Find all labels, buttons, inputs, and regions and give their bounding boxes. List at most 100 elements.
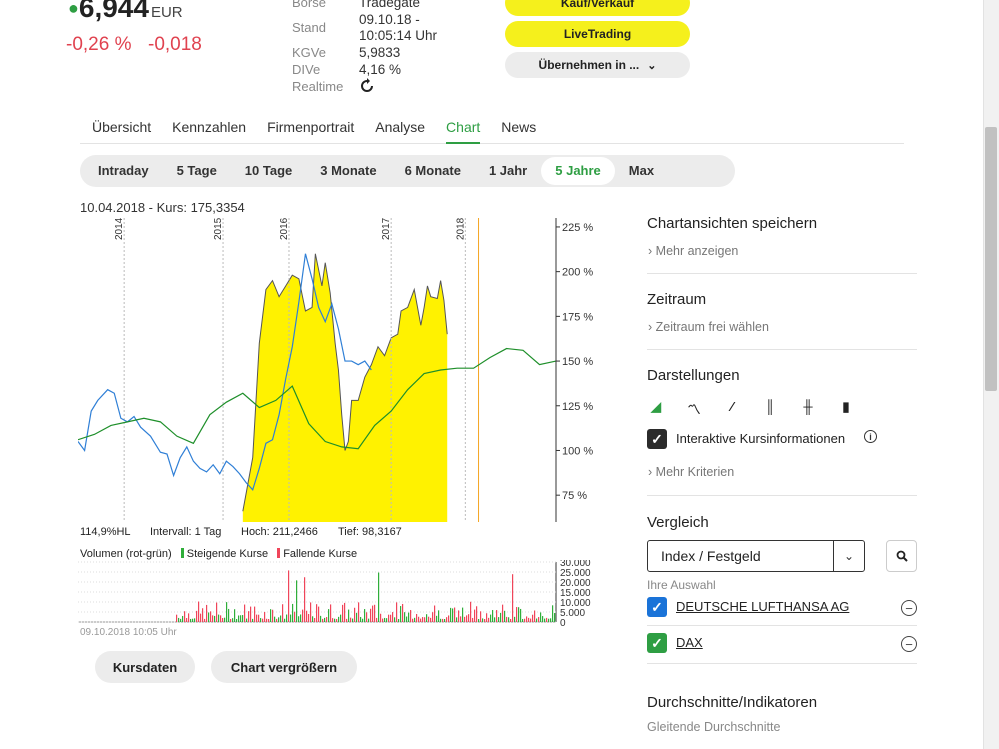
volume-bar xyxy=(448,615,450,622)
range-5-jahre[interactable]: 5 Jahre xyxy=(541,157,615,185)
volume-bar xyxy=(294,611,296,622)
volume-bar xyxy=(426,614,428,622)
volume-bar xyxy=(406,616,408,622)
time-value: 10:05:14 Uhr xyxy=(359,28,438,43)
y-tick-label: 125 % xyxy=(562,401,593,413)
volume-bar xyxy=(418,616,420,622)
volume-bar xyxy=(388,614,390,622)
volume-bar xyxy=(440,618,442,622)
candlestick-icon[interactable]: ▮ xyxy=(842,399,850,414)
remove-icon[interactable]: − xyxy=(901,636,917,652)
volume-bar xyxy=(290,614,292,622)
more-criteria-link[interactable]: › Mehr Kriterien xyxy=(648,465,734,479)
falling-label: Fallende Kurse xyxy=(283,548,358,560)
volume-bar xyxy=(250,606,252,622)
volume-bar xyxy=(314,618,316,622)
area-chart-icon[interactable]: ◢ xyxy=(651,399,661,414)
volume-bar xyxy=(434,605,436,622)
tab-analyse[interactable]: Analyse xyxy=(375,119,426,135)
volume-bar xyxy=(450,607,452,622)
y-tick-label: 175 % xyxy=(562,311,593,323)
tab--bersicht[interactable]: Übersicht xyxy=(92,119,152,135)
tab-firmenportrait[interactable]: Firmenportrait xyxy=(267,119,355,135)
volume-bar xyxy=(230,618,232,622)
date-value: 09.10.18 - xyxy=(359,12,420,27)
year-label: 2014 xyxy=(114,217,125,240)
volume-bar xyxy=(360,616,362,622)
volume-bar xyxy=(304,577,306,622)
volume-bar xyxy=(248,611,250,622)
y-tick-label: 75 % xyxy=(562,490,587,502)
range-6-monate[interactable]: 6 Monate xyxy=(404,163,461,178)
volume-bar xyxy=(222,617,224,622)
volume-bar xyxy=(532,614,534,622)
volume-bar xyxy=(536,618,538,622)
selection-lufthansa[interactable]: DEUTSCHE LUFTHANSA AG xyxy=(676,599,850,614)
volume-bar xyxy=(188,613,190,622)
take-over-button[interactable]: Übernehmen in ... ⌄ xyxy=(505,52,690,78)
volume-bar xyxy=(478,618,480,622)
info-icon[interactable]: i xyxy=(864,430,877,443)
live-trading-button[interactable]: LiveTrading xyxy=(505,21,690,47)
range-3-monate[interactable]: 3 Monate xyxy=(320,163,377,178)
kursdaten-button[interactable]: Kursdaten xyxy=(95,651,195,683)
volume-bar xyxy=(550,618,552,622)
volume-bar xyxy=(484,618,486,622)
range-intraday[interactable]: Intraday xyxy=(98,163,149,178)
volume-bar xyxy=(530,618,532,622)
volume-bar xyxy=(390,614,392,622)
volume-bar xyxy=(546,617,548,622)
status-dot-icon: ● xyxy=(68,0,79,18)
volume-bar xyxy=(302,609,304,622)
dax-checkbox[interactable]: ✓ xyxy=(647,633,667,653)
averages-title: Durchschnitte/Indikatoren xyxy=(647,694,818,711)
volume-bar xyxy=(404,612,406,622)
volume-bar xyxy=(412,618,414,622)
volume-bar xyxy=(526,616,528,622)
price-chart[interactable]: 2014 2015 2016 2017 2018 225 % 200 % 175 % 150 %… xyxy=(78,214,608,524)
range-5-tage[interactable]: 5 Tage xyxy=(176,163,217,178)
range-10-tage[interactable]: 10 Tage xyxy=(244,163,293,178)
range-1-jahr[interactable]: 1 Jahr xyxy=(488,163,528,178)
tab-kennzahlen[interactable]: Kennzahlen xyxy=(172,119,247,135)
line-chart-icon[interactable]: 〽 xyxy=(687,402,701,417)
lufthansa-checkbox[interactable]: ✓ xyxy=(647,597,667,617)
period-link[interactable]: › Zeitraum frei wählen xyxy=(648,320,769,334)
volume-bar xyxy=(402,603,404,622)
refresh-icon[interactable] xyxy=(359,78,375,99)
buy-sell-button[interactable]: Kauf/Verkauf xyxy=(505,0,690,16)
volume-bar xyxy=(246,618,248,622)
ohlc-icon[interactable]: ╫ xyxy=(803,399,813,414)
scrollbar-thumb[interactable] xyxy=(985,127,997,391)
volume-bar xyxy=(244,604,246,622)
volume-bar xyxy=(204,618,206,622)
volume-bar xyxy=(396,602,398,622)
tab-news[interactable]: News xyxy=(501,119,537,135)
dot-line-icon[interactable]: ⁄ xyxy=(730,399,734,414)
search-button[interactable] xyxy=(886,540,917,572)
volume-bar xyxy=(186,618,188,622)
tab-chart[interactable]: Chart xyxy=(446,114,481,144)
volume-bar xyxy=(510,618,512,622)
interactive-checkbox[interactable]: ✓ xyxy=(647,429,667,449)
volume-bar xyxy=(420,618,422,622)
bar-chart-icon[interactable]: ║ xyxy=(765,399,775,414)
volume-bar xyxy=(394,617,396,622)
volume-bar xyxy=(502,604,504,622)
range-max[interactable]: Max xyxy=(628,163,655,178)
selection-dax[interactable]: DAX xyxy=(676,635,703,650)
compare-select-value: Index / Festgeld xyxy=(661,548,761,564)
volume-bar xyxy=(538,617,540,622)
volume-bar xyxy=(326,617,328,622)
remove-icon[interactable]: − xyxy=(901,600,917,616)
change-percent: -0,26 % xyxy=(66,34,132,55)
more-link[interactable]: › Mehr anzeigen xyxy=(648,244,738,258)
stat-high: Hoch: 211,2466 xyxy=(241,526,318,538)
volume-bar xyxy=(212,615,214,622)
exchange-value[interactable]: Tradegate xyxy=(359,0,421,10)
enlarge-chart-button[interactable]: Chart vergrößern xyxy=(211,651,357,683)
compare-select[interactable]: Index / Festgeld ⌄ xyxy=(647,540,865,572)
y-tick-label: 150 % xyxy=(562,356,593,368)
volume-bar xyxy=(216,602,218,622)
year-label: 2017 xyxy=(381,217,392,240)
